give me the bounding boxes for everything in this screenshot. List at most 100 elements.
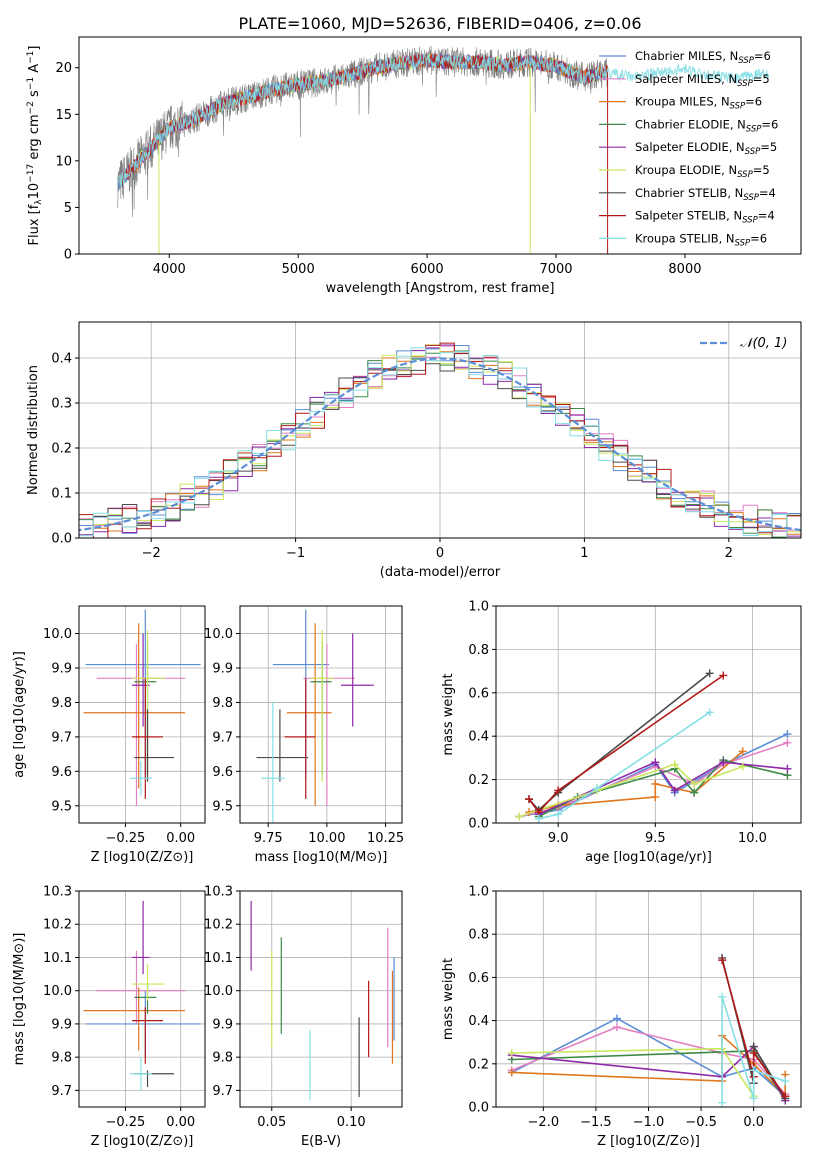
x-tick-label: 8000 (668, 262, 701, 277)
y-label-part: erg cm (27, 114, 42, 163)
x-axis-label: wavelength [Angstrom, rest frame] (326, 281, 555, 296)
y-label-part: −1 (26, 51, 36, 64)
y-tick-label: 9.8 (51, 1051, 72, 1066)
y-label-part: ] (27, 46, 42, 51)
y-axis-label: Normed distribution (26, 365, 41, 495)
x-tick-label: −1.0 (633, 1115, 665, 1130)
y-tick-label: 9.6 (51, 765, 72, 780)
y-tick-label: 9.5 (212, 799, 233, 814)
weight-marker (534, 814, 543, 823)
weight-marker (507, 1049, 516, 1057)
legend-entry: Kroupa ELODIE, NSSP=5 (635, 163, 770, 180)
y-tick-label: 10.0 (43, 984, 72, 999)
x-tick-label: 0.10 (337, 1115, 366, 1130)
weight-marker (670, 786, 679, 795)
x-tick-label: 10.25 (367, 831, 404, 846)
x-axis-label: (data-model)/error (380, 565, 501, 580)
x-axis-label: Z [log10(Z/Z⊙)] (91, 1134, 194, 1149)
legend-entry-name: Salpeter STELIB, N (635, 209, 742, 223)
x-tick-label: 9.5 (645, 831, 666, 846)
figure-title: PLATE=1060, MJD=52636, FIBERID=0406, z=0… (238, 14, 641, 33)
axes-frame (239, 605, 403, 824)
weight-marker (554, 810, 563, 819)
legend-entry-sub: SSP (745, 147, 761, 157)
x-tick-label: 0.00 (166, 1115, 195, 1130)
legend-entry-sub: SSP (737, 170, 753, 180)
x-tick-label: −1.5 (580, 1115, 612, 1130)
axes-frame (495, 605, 802, 824)
y-label-part: 10 (27, 183, 42, 200)
y-tick-label: 0.4 (468, 1014, 489, 1029)
mass-vs-ebv-panel: 0.05 0.10 9.7 9.8 9.9 10.0 10.1 10.2 10.3 E(B-V) (204, 885, 403, 1149)
weight-marker (612, 1023, 621, 1032)
weight-marker (670, 760, 679, 769)
legend-entry: Chabrier MILES, NSSP=6 (635, 49, 771, 66)
weight-marker (718, 1098, 727, 1107)
axes-frame (78, 890, 206, 1108)
axes-frame (239, 890, 403, 1108)
spectrum-plot-area (117, 45, 770, 254)
legend-entry-count: =4 (758, 209, 775, 223)
y-tick-label: 10.1 (43, 951, 72, 966)
x-tick-label: 7000 (539, 262, 572, 277)
weight-marker (705, 708, 714, 717)
y-tick-label: 1.0 (468, 885, 489, 900)
y-tick-label: 9.8 (212, 1051, 233, 1066)
weight-marker (651, 792, 660, 801)
y-tick-label: 9.7 (51, 730, 72, 745)
legend-entry-count: =5 (753, 163, 770, 177)
legend-entry: Salpeter STELIB, NSSP=4 (635, 209, 775, 226)
y-tick-label: 9.5 (51, 799, 72, 814)
weight-marker (718, 956, 727, 965)
x-tick-label: 5000 (282, 262, 315, 277)
model-spectrum-line (117, 53, 609, 188)
x-axis-label: Z [log10(Z/Z⊙)] (91, 850, 194, 865)
y-axis-label: mass weight (441, 673, 456, 755)
y-tick-label: 0.4 (51, 352, 72, 367)
x-tick-label: 0 (436, 546, 444, 561)
y-tick-label: 10 (55, 154, 72, 169)
residuals-panel: −2 −1 0 1 2 0.0 0.1 0.2 0.3 0.4 (data-model)/error… (26, 321, 802, 580)
legend-entry-count: =6 (761, 117, 778, 131)
y-tick-label: 0.4 (468, 730, 489, 745)
x-axis-label: Z [log10(Z/Z⊙)] (597, 1134, 700, 1149)
legend-entry: Kroupa MILES, NSSP=6 (635, 95, 762, 112)
weight-marker (690, 779, 699, 788)
y-tick-label: 0.0 (468, 817, 489, 832)
legend-entry-sub: SSP (742, 216, 758, 226)
y-axis-label: age [log10(age/yr)] (12, 651, 27, 778)
age-vs-Z-panel: −0.25 0.00 9.5 9.6 9.7 9.8 9.9 10.0 Z [log10(Z/Z… (12, 605, 206, 865)
y-tick-label: 0.2 (468, 1057, 489, 1072)
legend-entry-sub: SSP (730, 102, 746, 112)
y-label-part: −17 (26, 164, 36, 183)
weight-marker (781, 1092, 790, 1101)
weight-marker (651, 758, 660, 767)
x-tick-label: −0.25 (105, 831, 145, 846)
y-tick-label: 5 (64, 201, 72, 216)
y-tick-label: 15 (55, 108, 72, 123)
y-tick-label: 0 (64, 248, 72, 263)
weight-marker (749, 1066, 758, 1075)
weight-marker (612, 1014, 621, 1023)
weight-marker (749, 1094, 758, 1103)
x-tick-label: −0.25 (105, 1115, 145, 1130)
panel-plot-area (83, 609, 201, 806)
legend-entry-sub: SSP (737, 79, 753, 89)
weights-vs-age-panel: 9.0 9.5 10.0 0.0 0.2 0.4 0.6 0.8 1.0 age [log10(a… (441, 600, 802, 865)
y-tick-label: 0.2 (468, 773, 489, 788)
y-tick-label: 1.0 (468, 600, 489, 615)
weight-line (538, 711, 711, 820)
legend-entry-name: Chabrier STELIB, N (635, 186, 743, 200)
weight-marker (515, 812, 524, 821)
y-axis-label: Flux [fλ10−17 erg cm−2 s−1 A−1] (26, 46, 44, 246)
x-tick-label: 1 (580, 546, 588, 561)
weight-marker (783, 738, 792, 747)
x-tick-label: 2 (725, 546, 733, 561)
y-tick-label: 0.1 (51, 487, 72, 502)
weight-marker (781, 1077, 790, 1086)
mass-vs-Z-panel: −0.25 0.00 9.7 9.8 9.9 10.0 10.1 10.2 10.3 Z [log… (12, 885, 206, 1149)
x-axis-label: mass [log10(M/M⊙)] (255, 850, 388, 865)
y-axis-label: mass weight (441, 958, 456, 1040)
y-tick-label: 10.0 (43, 627, 72, 642)
legend-entry-count: =6 (745, 95, 762, 109)
